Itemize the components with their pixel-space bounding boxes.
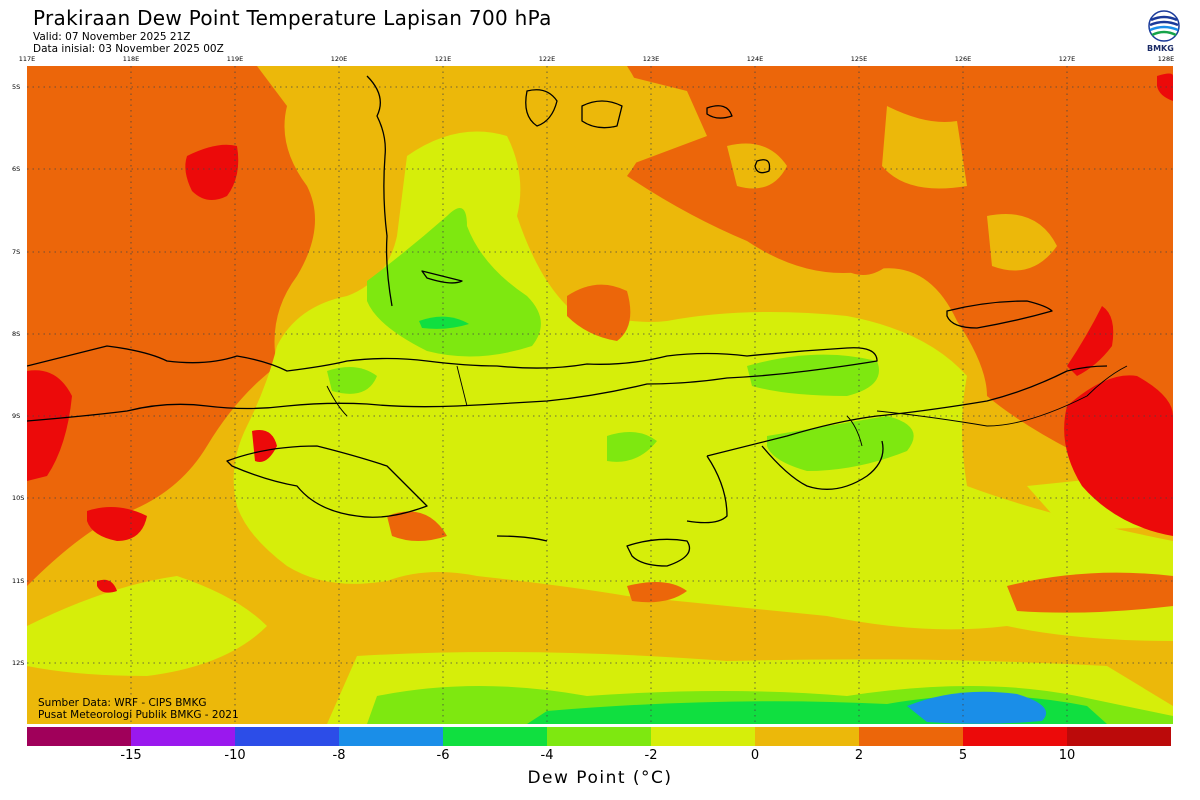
colorbar-tick: 2 bbox=[854, 748, 864, 763]
lon-label: 125E bbox=[850, 55, 868, 63]
lat-label: 6S bbox=[12, 165, 21, 173]
lat-label: 7S bbox=[12, 248, 21, 256]
valid-time: Valid: 07 November 2025 21Z bbox=[33, 31, 191, 43]
lon-label: 117E bbox=[18, 55, 36, 63]
colorbar-label: Dew Point (°C) bbox=[527, 768, 673, 788]
colorbar-tick: 0 bbox=[750, 748, 760, 763]
logo-text: BMKG bbox=[1147, 44, 1174, 53]
colorbar-tick: -2 bbox=[644, 748, 658, 763]
colorbar-tick: -6 bbox=[436, 748, 450, 763]
lon-label: 123E bbox=[642, 55, 660, 63]
colorbar-tick: -15 bbox=[120, 748, 142, 763]
lat-label: 11S bbox=[12, 577, 25, 585]
lat-label: 10S bbox=[12, 494, 25, 502]
lon-label: 119E bbox=[226, 55, 244, 63]
map-title: Prakiraan Dew Point Temperature Lapisan … bbox=[33, 6, 552, 30]
colorbar-tick: -4 bbox=[540, 748, 554, 763]
lon-label: 120E bbox=[330, 55, 348, 63]
bmkg-logo-icon bbox=[1148, 10, 1180, 42]
initial-time: Data inisial: 03 November 2025 00Z bbox=[33, 43, 224, 55]
colorbar-swatch bbox=[963, 727, 1067, 746]
colorbar-tick: 10 bbox=[1058, 748, 1076, 763]
colorbar-swatch bbox=[443, 727, 547, 746]
graticule bbox=[27, 66, 1173, 724]
colorbar-swatch bbox=[755, 727, 859, 746]
colorbar-swatch bbox=[651, 727, 755, 746]
colorbar bbox=[27, 727, 1171, 746]
colorbar-swatch bbox=[27, 727, 131, 746]
lon-label: 122E bbox=[538, 55, 556, 63]
publisher-credit: Pusat Meteorologi Publik BMKG - 2021 bbox=[38, 709, 239, 721]
colorbar-swatch bbox=[339, 727, 443, 746]
colorbar-tick: 5 bbox=[958, 748, 968, 763]
lon-label: 128E bbox=[1157, 55, 1175, 63]
coastlines bbox=[27, 75, 1108, 567]
colorbar-tick: -8 bbox=[332, 748, 346, 763]
colorbar-swatch bbox=[547, 727, 651, 746]
lat-label: 8S bbox=[12, 330, 21, 338]
lat-label: 5S bbox=[12, 83, 21, 91]
lon-label: 124E bbox=[746, 55, 764, 63]
province-borders bbox=[326, 365, 1128, 447]
data-source-credit: Sumber Data: WRF - CIPS BMKG bbox=[38, 697, 207, 709]
lon-label: 127E bbox=[1058, 55, 1076, 63]
lon-label: 118E bbox=[122, 55, 140, 63]
lat-label: 9S bbox=[12, 412, 21, 420]
lon-label: 121E bbox=[434, 55, 452, 63]
colorbar-tick: -10 bbox=[224, 748, 246, 763]
lat-label: 12S bbox=[12, 659, 25, 667]
colorbar-swatch bbox=[131, 727, 235, 746]
dew-point-contours bbox=[27, 66, 1173, 724]
colorbar-swatch bbox=[859, 727, 963, 746]
dew-point-map bbox=[27, 66, 1173, 724]
lon-label: 126E bbox=[954, 55, 972, 63]
colorbar-swatch bbox=[1067, 727, 1171, 746]
colorbar-swatch bbox=[235, 727, 339, 746]
